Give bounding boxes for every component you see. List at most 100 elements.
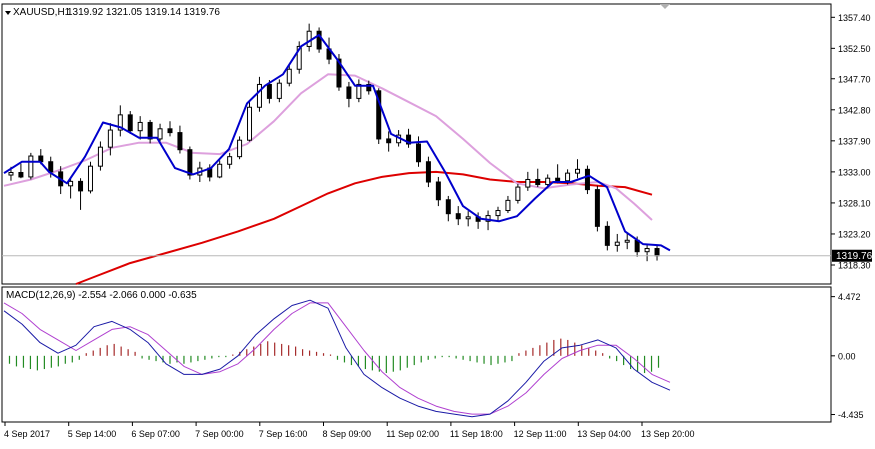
candle-bear [336, 58, 342, 88]
symbol-label: XAUUSD,H1 [13, 7, 71, 18]
candle-bear [316, 30, 322, 50]
macd-tick-label: 4.472 [838, 292, 861, 302]
time-tick-label: 13 Sep 20:00 [641, 429, 695, 439]
candle-bull [575, 168, 581, 174]
current-price-marker: 1319.76 [2, 249, 873, 262]
candle-bull [256, 83, 262, 108]
chart-shift-marker-icon[interactable] [660, 4, 670, 9]
candle-bull [624, 239, 630, 243]
ma-fast-line [3, 34, 671, 252]
candle-bear [455, 213, 461, 220]
candle-bear [445, 199, 451, 215]
candle-bear [406, 134, 412, 145]
time-tick-label: 13 Sep 04:00 [577, 429, 631, 439]
candle-bull [356, 83, 362, 99]
candle-bull [68, 180, 74, 187]
candle-bull [137, 121, 143, 132]
macd-lines [3, 299, 671, 418]
candle-bull [237, 139, 243, 158]
candle-bear [654, 248, 660, 257]
candle-bear [48, 161, 54, 173]
ma-mid-layer [3, 73, 653, 221]
candle-bull [227, 156, 233, 165]
candle-bull [505, 199, 511, 212]
candle-bull [276, 82, 282, 99]
ma-mid-line [3, 73, 653, 221]
price-tick-label: 1347.70 [838, 74, 871, 84]
macd-axis-ticks: 4.472 0.00 -4.435 [831, 292, 864, 420]
candle-bull [8, 172, 14, 176]
candle-bull [545, 177, 551, 186]
price-tick-label: 1318.30 [838, 260, 871, 270]
time-tick-label: 5 Sep 14:00 [68, 429, 117, 439]
price-tick-label: 1323.20 [838, 229, 871, 239]
price-tick-label: 1352.50 [838, 44, 871, 54]
candle-bear [266, 83, 272, 99]
time-axis-labels: 4 Sep 2017 5 Sep 14:00 6 Sep 07:00 7 Sep 00… [4, 422, 695, 439]
candle-bear [555, 177, 561, 182]
macd-tick-label: 0.00 [838, 351, 856, 361]
time-tick-label: 8 Sep 09:00 [323, 429, 372, 439]
candle-bull [28, 155, 34, 178]
time-tick-label: 7 Sep 00:00 [195, 429, 244, 439]
candle-bear [18, 172, 24, 178]
candle-bull [117, 114, 123, 131]
price-tick-label: 1342.80 [838, 105, 871, 115]
candle-bear [386, 138, 392, 144]
candle-bear [167, 128, 173, 134]
macd-label: MACD(12,26,9) -2.554 -2.066 0.000 -0.635 [6, 290, 197, 301]
candle-bear [78, 180, 84, 192]
candle-bull [614, 241, 620, 246]
time-tick-label: 11 Sep 02:00 [386, 429, 439, 439]
candle-bear [346, 86, 352, 99]
candle-bull [157, 128, 163, 140]
time-tick-label: 11 Sep 18:00 [450, 429, 503, 439]
candle-bull [286, 68, 292, 84]
macd-tick-label: -4.435 [838, 410, 864, 420]
price-axis-ticks: 1357.40 1352.50 1347.70 1342.80 1337.90 1333.… [831, 13, 871, 270]
candle-bear [425, 161, 431, 183]
candle-bear [376, 90, 382, 140]
candle-bear [535, 178, 541, 186]
ma-fast-layer [3, 34, 671, 252]
ohlc-label: 1319.92 1321.05 1319.14 1319.76 [67, 7, 220, 18]
symbol-triangle-icon [5, 11, 11, 15]
candle-bear [604, 225, 610, 246]
time-tick-label: 6 Sep 07:00 [131, 429, 180, 439]
candle-bear [415, 143, 421, 163]
candle-bull [217, 163, 223, 178]
candle-bull [306, 30, 312, 47]
candle-bear [435, 181, 441, 201]
candle-bear [584, 168, 590, 191]
candle-bull [465, 216, 471, 220]
time-tick-label: 7 Sep 16:00 [259, 429, 308, 439]
price-tick-label: 1328.10 [838, 198, 871, 208]
candle-bear [366, 83, 372, 92]
candle-bear [177, 132, 183, 151]
candle-bull [107, 129, 113, 148]
time-tick-label: 12 Sep 11:00 [514, 429, 567, 439]
candle-bear [594, 189, 600, 227]
candle-bear [187, 149, 193, 176]
price-tick-label: 1337.90 [838, 136, 871, 146]
price-tick-label: 1333.00 [838, 167, 871, 177]
candle-bear [127, 114, 133, 132]
macd-panel-frame [1, 286, 832, 423]
candle-bull [87, 165, 93, 192]
candle-bull [495, 210, 501, 217]
current-price-box [832, 249, 872, 262]
candle-bull [565, 172, 571, 182]
candle-bull [515, 186, 521, 201]
price-tick-label: 1357.40 [838, 13, 871, 23]
candle-bear [147, 121, 153, 140]
macd-main-line [3, 299, 671, 418]
current-price-label: 1319.76 [836, 251, 873, 262]
candle-bull [296, 45, 302, 70]
candle-bull [97, 146, 103, 167]
candle-bull [644, 248, 650, 253]
macd-histogram [8, 338, 660, 374]
time-tick-label: 4 Sep 2017 [4, 429, 50, 439]
candle-bull [247, 106, 253, 141]
